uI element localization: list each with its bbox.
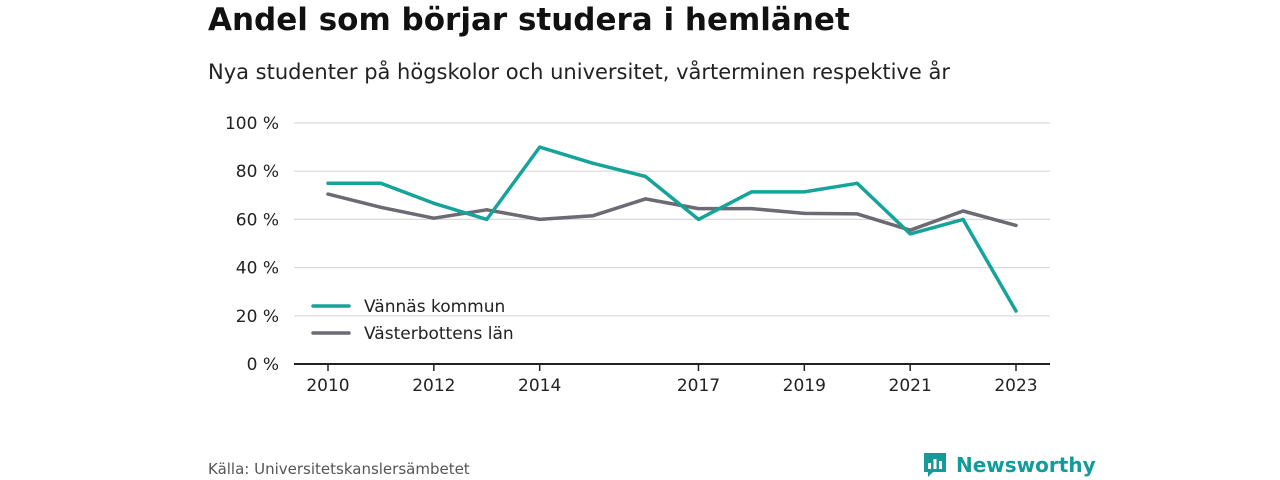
data-point-vannas: [908, 232, 912, 236]
x-tick-label: 2023: [994, 376, 1037, 396]
data-point-vannas: [749, 190, 753, 194]
data-point-vasterbotten: [379, 205, 383, 209]
data-point-vannas: [855, 181, 859, 185]
x-tick-label: 2017: [677, 376, 720, 396]
data-point-vannas: [591, 161, 595, 165]
x-tick-label: 2021: [889, 376, 932, 396]
y-tick-label: 60 %: [236, 210, 279, 230]
data-point-vannas: [961, 217, 965, 221]
data-point-vasterbotten: [643, 197, 648, 201]
data-point-vannas: [485, 217, 489, 221]
x-tick-label: 2014: [518, 376, 561, 396]
chart-title: Andel som börjar studera i hemlänet: [208, 2, 850, 38]
bar-chart-logo-icon: [924, 453, 946, 477]
source-note: Källa: Universitetskanslersämbetet: [208, 460, 470, 478]
data-point-vannas: [643, 174, 648, 179]
data-point-vannas: [379, 181, 383, 185]
x-tick-label: 2012: [412, 376, 455, 396]
y-tick-label: 40 %: [236, 259, 279, 279]
data-point-vannas: [696, 217, 701, 221]
y-tick-label: 20 %: [236, 307, 279, 327]
data-point-vasterbotten: [802, 211, 806, 215]
chart-subtitle: Nya studenter på högskolor och universit…: [208, 60, 950, 84]
data-point-vasterbotten: [1014, 223, 1018, 228]
series-line-vannas: [326, 145, 1018, 313]
data-point-vasterbotten: [749, 206, 753, 211]
data-point-vasterbotten: [432, 216, 436, 220]
data-point-vasterbotten: [485, 208, 489, 212]
data-point-vannas: [326, 181, 330, 185]
line-chart: 0 % 20 % 40 % 60 % 80 % 100 % 2010 2012 2014 2017…: [225, 114, 1050, 396]
x-tick-label: 2019: [783, 376, 826, 396]
data-point-vasterbotten: [591, 214, 595, 218]
data-point-vasterbotten: [326, 192, 330, 196]
legend-label: Vännäs kommun: [364, 297, 505, 317]
data-point-vannas: [538, 145, 542, 149]
data-point-vasterbotten: [696, 206, 701, 211]
data-point-vasterbotten: [855, 212, 859, 216]
y-tick-label: 80 %: [236, 162, 279, 182]
y-tick-label: 100 %: [225, 114, 279, 134]
data-point-vasterbotten: [538, 217, 542, 221]
brand-name: Newsworthy: [956, 453, 1096, 477]
legend-label: Västerbottens län: [364, 324, 514, 344]
brand-logo[interactable]: Newsworthy: [922, 451, 1096, 479]
data-point-vannas: [1014, 309, 1018, 313]
x-tick-label: 2010: [306, 376, 349, 396]
data-point-vannas: [432, 201, 436, 205]
data-point-vannas: [802, 190, 806, 194]
y-tick-label: 0 %: [247, 355, 279, 375]
data-point-vasterbotten: [961, 209, 965, 213]
